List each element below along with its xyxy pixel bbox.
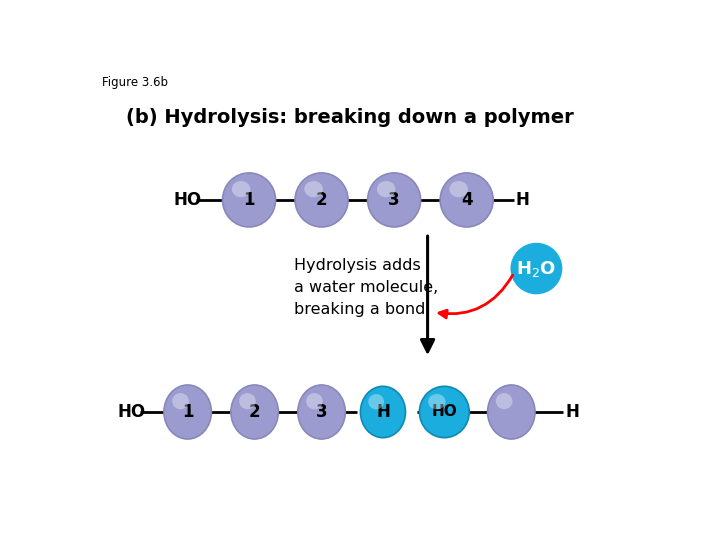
- Ellipse shape: [305, 181, 323, 197]
- Text: 2: 2: [249, 403, 261, 421]
- Ellipse shape: [487, 385, 535, 439]
- Ellipse shape: [295, 173, 348, 227]
- Ellipse shape: [440, 173, 493, 227]
- Ellipse shape: [496, 393, 513, 409]
- Text: H: H: [376, 403, 390, 421]
- Text: H: H: [566, 403, 580, 421]
- Text: 4: 4: [461, 191, 472, 209]
- Ellipse shape: [369, 394, 384, 409]
- Ellipse shape: [377, 181, 395, 197]
- Ellipse shape: [231, 385, 279, 439]
- Text: HO: HO: [118, 403, 146, 421]
- Text: 1: 1: [243, 191, 255, 209]
- Ellipse shape: [232, 181, 251, 197]
- FancyArrowPatch shape: [439, 275, 513, 318]
- Text: 3: 3: [388, 191, 400, 209]
- Ellipse shape: [368, 173, 420, 227]
- Text: H$_2$O: H$_2$O: [516, 259, 557, 279]
- Text: 1: 1: [182, 403, 194, 421]
- Ellipse shape: [298, 385, 346, 439]
- Text: Figure 3.6b: Figure 3.6b: [102, 77, 168, 90]
- Ellipse shape: [306, 393, 323, 409]
- Ellipse shape: [239, 393, 256, 409]
- Ellipse shape: [420, 386, 469, 437]
- Ellipse shape: [164, 385, 212, 439]
- Ellipse shape: [172, 393, 189, 409]
- Ellipse shape: [510, 243, 562, 294]
- Text: 3: 3: [316, 403, 328, 421]
- Ellipse shape: [222, 173, 276, 227]
- Text: Hydrolysis adds
a water molecule,
breaking a bond.: Hydrolysis adds a water molecule, breaki…: [294, 258, 438, 317]
- Text: HO: HO: [174, 191, 202, 209]
- Ellipse shape: [361, 386, 405, 437]
- Text: H: H: [516, 191, 529, 209]
- Text: (b) Hydrolysis: breaking down a polymer: (b) Hydrolysis: breaking down a polymer: [126, 109, 574, 127]
- Ellipse shape: [428, 394, 446, 409]
- Text: 2: 2: [316, 191, 328, 209]
- Text: HO: HO: [431, 404, 457, 420]
- Ellipse shape: [449, 181, 468, 197]
